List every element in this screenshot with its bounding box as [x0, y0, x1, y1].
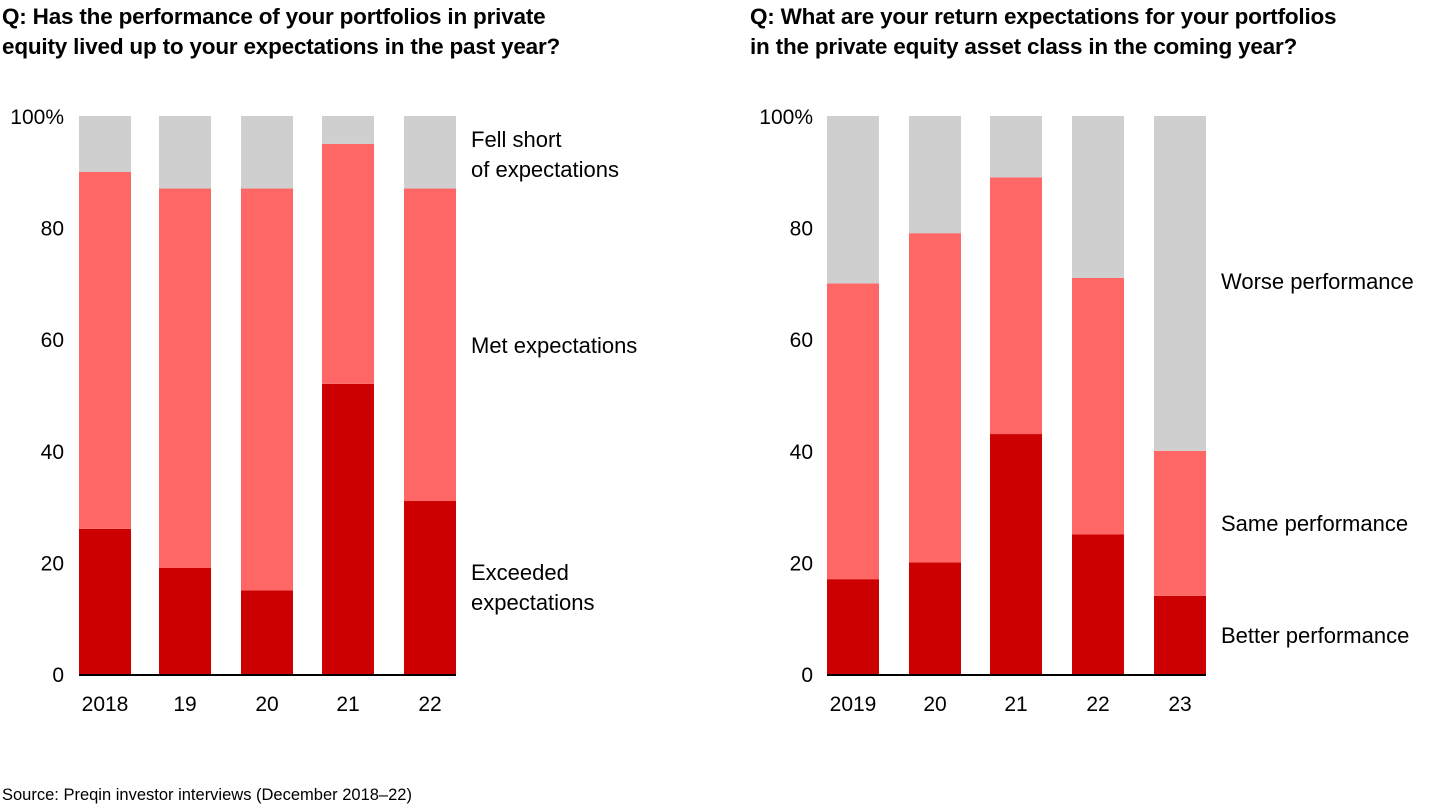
left-chart: 0 20 40 60 80 100% 2018 19 20 21 22 Exceeded expecta…: [10, 106, 637, 716]
bar-segment-exceeded-expectations-21: [322, 383, 374, 674]
y-tick-label: 100%: [10, 106, 64, 129]
y-tick-label: 100%: [759, 106, 813, 129]
left-title-line-1: Q: Has the performance of your portfolio…: [2, 4, 546, 29]
bar-segment-better-performance-23: [1154, 595, 1206, 674]
bar-segment-fell-short-of-expectations-20: [241, 116, 293, 189]
bar-segment-met-expectations-20: [241, 188, 293, 591]
x-tick-label: 20: [255, 693, 278, 716]
bar-segment-same-performance-21: [990, 177, 1042, 435]
y-tick-label: 60: [790, 329, 813, 352]
bar-segment-same-performance-2019: [827, 283, 879, 580]
bar-segment-better-performance-20: [909, 562, 961, 674]
x-tick-label: 23: [1168, 693, 1191, 716]
bar-segment-worse-performance-22: [1072, 116, 1124, 278]
x-tick-label: 22: [418, 693, 441, 716]
right-title-line-2: in the private equity asset class in the…: [750, 34, 1298, 59]
bar-segment-same-performance-23: [1154, 450, 1206, 596]
bar-segment-fell-short-of-expectations-19: [159, 116, 211, 189]
left-chart-title: Q: Has the performance of your portfolio…: [2, 2, 560, 62]
bar-segment-fell-short-of-expectations-2018: [79, 116, 131, 172]
x-tick-label: 21: [336, 693, 359, 716]
series-label-exceeded-expectations: expectations: [471, 590, 595, 615]
bar-segment-same-performance-20: [909, 233, 961, 563]
series-label-better-performance: Better performance: [1221, 623, 1409, 648]
left-title-line-2: equity lived up to your expectations in …: [2, 34, 561, 59]
bar-segment-met-expectations-2018: [79, 171, 131, 529]
series-label-exceeded-expectations: Exceeded: [471, 560, 569, 585]
x-tick-label: 2018: [82, 693, 129, 716]
y-tick-label: 60: [41, 329, 64, 352]
x-tick-label: 21: [1004, 693, 1027, 716]
bar-segment-exceeded-expectations-22: [404, 501, 456, 674]
right-title-line-1: Q: What are your return expectations for…: [750, 4, 1337, 29]
bar-segment-fell-short-of-expectations-22: [404, 116, 456, 189]
y-tick-label: 80: [41, 218, 64, 241]
x-tick-label: 19: [173, 693, 196, 716]
bar-segment-fell-short-of-expectations-21: [322, 116, 374, 144]
y-tick-label: 0: [801, 664, 813, 687]
y-tick-label: 80: [790, 218, 813, 241]
bar-segment-exceeded-expectations-19: [159, 567, 211, 674]
x-tick-label: 20: [923, 693, 946, 716]
bar-segment-exceeded-expectations-2018: [79, 528, 131, 674]
series-label-same-performance: Same performance: [1221, 511, 1408, 536]
bar-segment-worse-performance-21: [990, 116, 1042, 178]
series-label-fell-short-of-expectations: of expectations: [471, 157, 619, 182]
y-tick-label: 20: [41, 552, 64, 575]
bar-segment-worse-performance-2019: [827, 116, 879, 284]
bar-segment-better-performance-22: [1072, 534, 1124, 674]
y-tick-label: 20: [790, 552, 813, 575]
series-label-met-expectations: Met expectations: [471, 333, 637, 358]
right-chart-title: Q: What are your return expectations for…: [750, 2, 1337, 62]
bar-segment-better-performance-2019: [827, 579, 879, 674]
bar-segment-met-expectations-21: [322, 143, 374, 384]
series-label-worse-performance: Worse performance: [1221, 269, 1414, 294]
bar-segment-exceeded-expectations-20: [241, 590, 293, 674]
bar-segment-met-expectations-19: [159, 188, 211, 568]
bar-segment-worse-performance-20: [909, 116, 961, 234]
y-tick-label: 40: [41, 441, 64, 464]
bar-segment-better-performance-21: [990, 434, 1042, 674]
bar-segment-met-expectations-22: [404, 188, 456, 502]
right-chart: 0 20 40 60 80 100% 2019 20 21 22 23 Better performa…: [759, 106, 1414, 716]
source-note: Source: Preqin investor interviews (Dece…: [2, 786, 412, 804]
y-tick-label: 40: [790, 441, 813, 464]
x-tick-label: 2019: [830, 693, 877, 716]
bar-segment-same-performance-22: [1072, 277, 1124, 535]
bar-segment-worse-performance-23: [1154, 116, 1206, 451]
series-label-fell-short-of-expectations: Fell short: [471, 127, 561, 152]
x-tick-label: 22: [1086, 693, 1109, 716]
y-tick-label: 0: [52, 664, 64, 687]
